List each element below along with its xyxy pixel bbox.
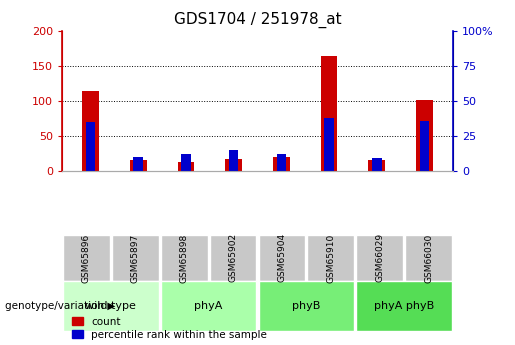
Text: GSM65896: GSM65896 [82,233,91,283]
Text: GSM65898: GSM65898 [180,233,188,283]
Bar [225,159,242,171]
Text: phyA phyB: phyA phyB [374,301,434,311]
Text: phyA: phyA [194,301,223,311]
Bar [420,121,430,171]
Text: wild type: wild type [85,301,136,311]
Text: GSM65904: GSM65904 [278,233,286,283]
Text: phyB: phyB [292,301,321,311]
Bar [85,122,95,171]
Legend: count, percentile rank within the sample: count, percentile rank within the sample [72,317,267,340]
Bar [229,150,238,171]
Bar [321,56,337,171]
Text: GSM65910: GSM65910 [327,233,335,283]
Bar [133,157,143,171]
Bar [273,157,290,171]
Bar [372,158,382,171]
Bar [277,154,286,171]
Text: genotype/variation ▶: genotype/variation ▶ [5,301,115,311]
Bar [368,160,385,171]
Text: GSM66029: GSM66029 [375,233,384,283]
Bar [178,162,194,171]
Title: GDS1704 / 251978_at: GDS1704 / 251978_at [174,12,341,28]
Bar [324,118,334,171]
Text: GSM66030: GSM66030 [424,233,433,283]
Bar [82,90,99,171]
Bar [181,154,191,171]
Text: GSM65897: GSM65897 [131,233,140,283]
Bar [130,160,147,171]
Text: GSM65902: GSM65902 [229,233,237,283]
Bar [416,100,433,171]
